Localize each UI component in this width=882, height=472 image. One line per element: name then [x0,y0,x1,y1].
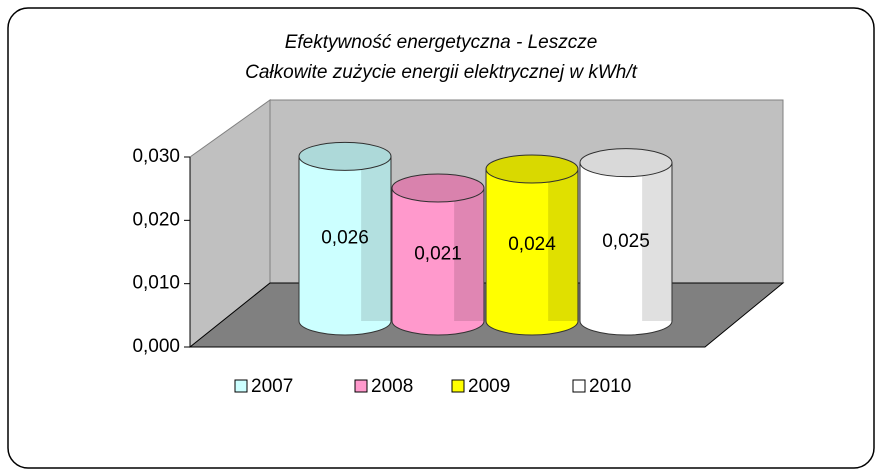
legend-label: 2010 [589,376,631,397]
y-tick-label: 0,020 [132,209,180,230]
chart-subtitle: Całkowite zużycie energii elektrycznej w… [245,62,637,83]
y-tick-label: 0,000 [132,336,180,357]
legend-swatch [354,379,368,393]
bar-shade [642,162,672,321]
bar [485,168,579,336]
bar-top-shade [486,155,578,183]
bar-top [391,173,485,203]
bar [298,155,392,336]
data-label: 0,024 [508,234,556,255]
bar-top-shade [392,174,484,202]
legend-swatch [451,379,465,393]
bar-shade [548,169,578,321]
chart-title: Efektywność energetyczna - Leszcze [285,32,598,53]
legend-swatch [572,379,586,393]
legend-label: 2008 [371,376,413,397]
bar-top [485,154,579,184]
data-label: 0,026 [321,228,369,249]
bar-top [579,148,673,178]
legend-label: 2007 [251,376,293,397]
bar-top-shade [580,148,672,177]
bar-shade [454,188,484,321]
y-tick-label: 0,030 [132,146,180,167]
bar [579,162,673,336]
bar [391,187,485,336]
data-label: 0,021 [414,244,462,265]
y-tick-label: 0,010 [132,273,180,294]
legend-label: 2009 [468,376,510,397]
data-label: 0,025 [602,231,650,252]
legend-swatch [234,379,248,393]
bar-top [298,141,392,171]
bar-shade [361,156,391,321]
bar-top-shade [299,142,391,171]
